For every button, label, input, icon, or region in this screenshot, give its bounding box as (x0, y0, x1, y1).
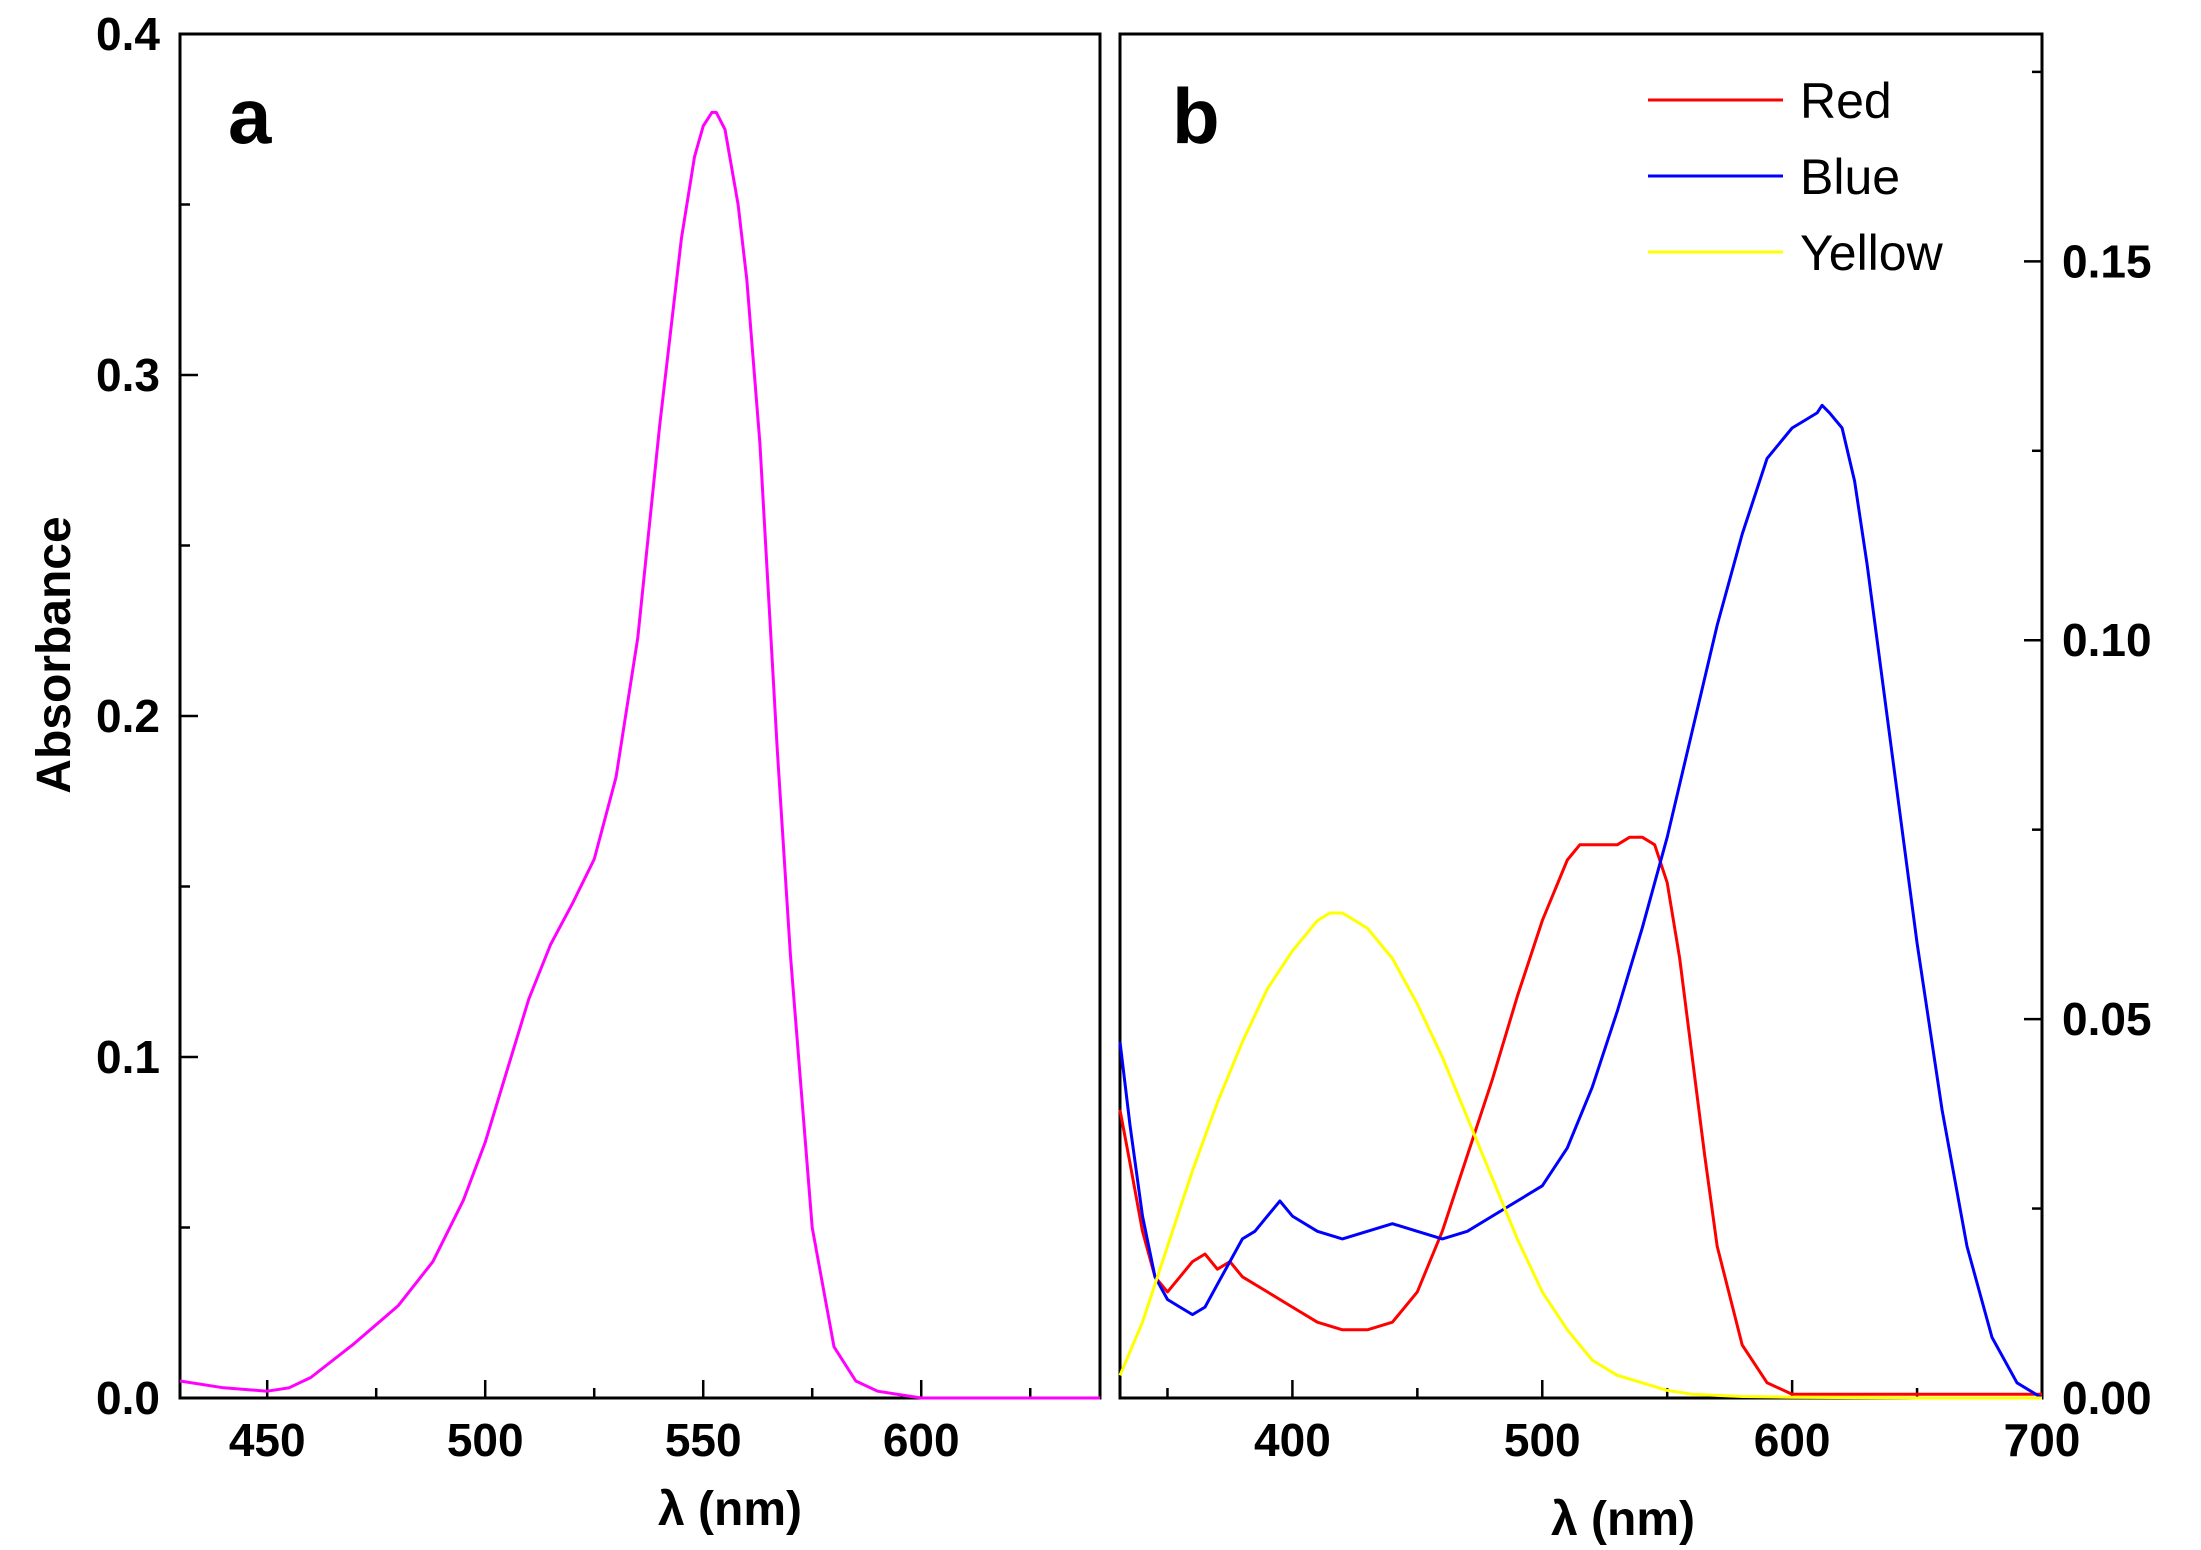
x-tick-label: 450 (229, 1414, 306, 1466)
series-line-absorbance (179, 110, 1100, 1400)
y-tick-label: 0.2 (96, 690, 160, 742)
panel-a-frame (178, 32, 1102, 1400)
y-tick-label: 0.15 (2062, 235, 2152, 287)
x-tick-label: 500 (447, 1414, 524, 1466)
panel-a-label: a (228, 72, 272, 160)
panel-b-frame (1118, 32, 2044, 1400)
x-tick-label: 550 (665, 1414, 742, 1466)
legend: Red Blue Yellow (1648, 73, 1944, 281)
y-tick-label: 0.00 (2062, 1372, 2152, 1424)
x-tick-label: 500 (1504, 1414, 1581, 1466)
x-tick-label: 400 (1254, 1414, 1331, 1466)
panel-a-x-axis-label: λ (nm) (658, 1483, 802, 1536)
panel-a: a 450 500 550 600 0.0 0.1 0.2 0.3 0.4 λ (nm) Abs… (28, 8, 1102, 1536)
y-tick-label: 0.10 (2062, 614, 2152, 666)
y-tick-label: 0.05 (2062, 993, 2152, 1045)
x-tick-label: 600 (1754, 1414, 1831, 1466)
panel-b-curves (1118, 403, 2043, 1400)
panel-a-y-axis-label: Absorbance (28, 516, 81, 793)
panel-a-curves (179, 110, 1100, 1400)
series-line-red (1118, 835, 2042, 1396)
x-tick-label: 700 (2004, 1414, 2081, 1466)
series-line-yellow (1118, 911, 2042, 1400)
panel-b-label: b (1172, 72, 1220, 160)
panel-b-x-axis-label: λ (nm) (1551, 1493, 1695, 1546)
legend-label-blue: Blue (1800, 149, 1900, 205)
panel-a-ticks: 450 500 550 600 0.0 0.1 0.2 0.3 0.4 (96, 8, 1032, 1466)
x-tick-label: 600 (883, 1414, 960, 1466)
y-tick-label: 0.3 (96, 349, 160, 401)
series-line-blue (1118, 403, 2043, 1400)
y-tick-label: 0.4 (96, 8, 160, 60)
legend-label-red: Red (1800, 73, 1892, 129)
y-tick-label: 0.0 (96, 1372, 160, 1424)
legend-label-yellow: Yellow (1800, 225, 1944, 281)
y-tick-label: 0.1 (96, 1031, 160, 1083)
